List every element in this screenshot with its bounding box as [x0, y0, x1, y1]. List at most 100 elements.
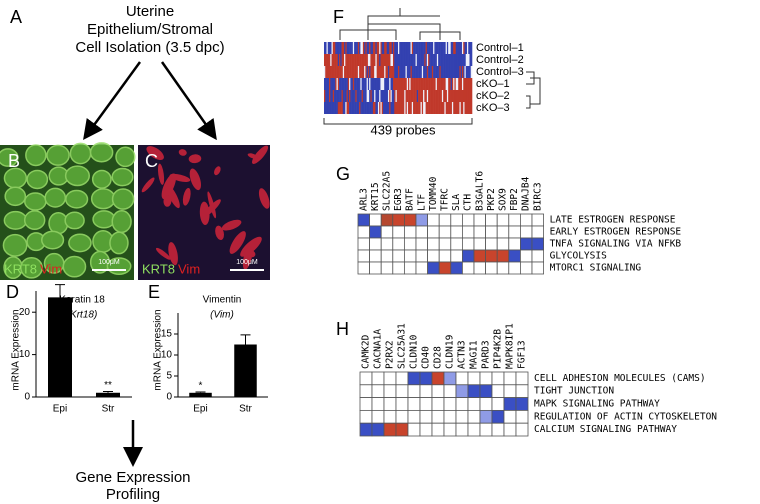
grid-cell — [415, 237, 429, 251]
column-label: CACNA1A — [373, 329, 384, 369]
column-label: BIRC3 — [532, 182, 543, 211]
column-label: SLC22A5 — [382, 171, 393, 211]
column-label: EGR3 — [393, 188, 404, 211]
grid-cell — [479, 422, 493, 437]
column-label: CAMK2D — [361, 334, 372, 369]
grid-cell — [450, 261, 463, 275]
chart-subtitle: (Vim) — [210, 310, 234, 321]
grid-cell — [369, 213, 382, 227]
grid-cell — [357, 237, 371, 251]
grid-cell — [503, 371, 517, 386]
row-label: REGULATION OF ACTIN CYTOSKELETON — [534, 411, 717, 422]
grid-cell — [431, 422, 445, 437]
row-label: CALCIUM SIGNALING PATHWAY — [534, 424, 677, 435]
grid-cell — [461, 261, 475, 275]
grid-cell — [479, 384, 493, 398]
row-label: LATE ESTROGEN RESPONSE — [550, 215, 676, 226]
panel-label: A — [10, 7, 22, 27]
grid-cell — [357, 249, 371, 263]
grid-cell — [515, 397, 529, 411]
grid-cell — [496, 237, 510, 251]
grid-cell — [438, 237, 452, 251]
grid-cell — [485, 261, 498, 275]
grid-cell — [383, 371, 397, 386]
grid-cell — [431, 384, 445, 398]
grid-cell — [467, 409, 481, 424]
grid-cell — [520, 213, 533, 227]
grid-cell — [461, 225, 475, 239]
grid-cell — [403, 261, 417, 275]
panel-label: H — [336, 319, 349, 339]
column-label: DNAJB4 — [521, 176, 532, 211]
bar — [96, 392, 120, 397]
flow-text: Gene Expression — [75, 469, 190, 486]
grid-cell — [359, 371, 373, 386]
grid-cell — [392, 261, 405, 275]
grid-cell — [515, 371, 529, 386]
grid-cell — [371, 422, 385, 437]
grid-cell — [438, 261, 452, 275]
panel-label: F — [333, 7, 344, 27]
grid-cell — [380, 249, 394, 263]
grid-cell — [427, 237, 440, 251]
grid-cell — [491, 384, 505, 398]
grid-cell — [383, 409, 397, 424]
y-axis-label: mRNA Expression — [11, 309, 22, 390]
column-label: PIP4K2B — [493, 329, 504, 369]
column-label: TOMM40 — [428, 176, 439, 211]
grid-cell — [359, 422, 373, 437]
column-label: SLA — [451, 194, 462, 211]
grid-cell — [359, 409, 373, 424]
grid-cell — [515, 409, 529, 424]
grid-cell — [503, 384, 517, 398]
grid-cell — [392, 225, 405, 239]
panel-label: B — [8, 151, 20, 171]
column-label: CTH — [463, 194, 474, 211]
grid-cell — [407, 409, 421, 424]
probe-count: 439 probes — [370, 122, 436, 137]
grid-cell — [479, 371, 493, 386]
column-label: TFRC — [440, 188, 451, 211]
row-label: Control–1 — [476, 42, 524, 54]
grid-cell — [431, 397, 445, 411]
grid-cell — [427, 213, 440, 227]
grid-cell — [450, 213, 463, 227]
grid-cell — [427, 225, 440, 239]
grid-cell — [467, 371, 481, 386]
grid-cell — [383, 422, 397, 437]
grid-cell — [438, 249, 452, 263]
grid-cell — [438, 225, 452, 239]
panel-label: C — [145, 151, 158, 171]
grid-cell — [431, 409, 445, 424]
bracket — [323, 118, 473, 125]
y-axis-label: mRNA Expression — [153, 309, 164, 390]
scale-bar-label: 100μM — [98, 259, 120, 266]
grid-cell — [461, 213, 475, 227]
grid-cell — [395, 422, 409, 437]
column-label: CD40 — [421, 346, 432, 369]
grid-cell — [485, 225, 498, 239]
column-label: PARD3 — [481, 340, 492, 369]
row-label: TNFA SIGNALING VIA NFKB — [550, 239, 682, 250]
row-label: cKO–3 — [476, 102, 510, 114]
x-tick-label: Str — [239, 404, 252, 415]
grid-cell — [380, 225, 394, 239]
panel-label: D — [6, 282, 19, 302]
panel-text: Uterine — [126, 3, 174, 20]
y-tick-label: 20 — [19, 307, 31, 318]
grid-cell — [419, 409, 433, 424]
grid-cell — [520, 261, 533, 275]
bar — [234, 344, 257, 397]
column-label: SLC25A31 — [397, 323, 408, 369]
grid-cell — [496, 225, 510, 239]
grid-cell — [508, 237, 521, 251]
grid-cell — [395, 397, 409, 411]
column-label: MAGI1 — [469, 340, 480, 369]
grid-cell — [473, 249, 487, 263]
error-bar — [195, 391, 206, 393]
grid-cell — [503, 409, 517, 424]
grid-cell — [419, 422, 433, 437]
grid-cell — [357, 225, 371, 239]
grid-cell — [508, 249, 521, 263]
